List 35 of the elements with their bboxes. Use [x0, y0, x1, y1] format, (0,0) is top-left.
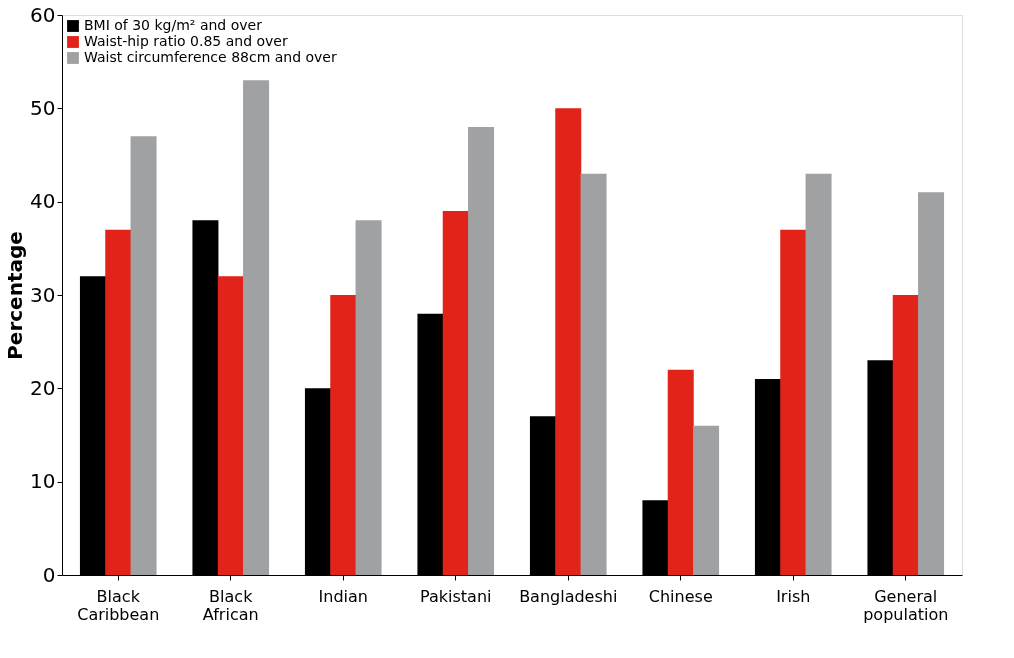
y-tick-label: 40	[30, 189, 56, 214]
y-tick-label: 60	[30, 2, 56, 27]
y-tick-label: 20	[30, 375, 56, 400]
legend-label: BMI of 30 kg/m² and over	[84, 17, 263, 33]
bar	[892, 295, 919, 575]
bar	[580, 173, 607, 575]
y-axis-title: Percentage	[3, 231, 28, 360]
bar	[217, 276, 244, 575]
x-tick-label: Indian	[318, 586, 368, 606]
y-tick-label: 30	[30, 282, 56, 307]
x-tick-label: General population	[863, 586, 949, 624]
bar	[130, 136, 157, 575]
x-tick-label: Black Caribbean	[77, 586, 160, 624]
bar	[555, 108, 582, 575]
y-tick-label: 50	[30, 95, 56, 120]
bar	[468, 127, 495, 575]
bar	[355, 220, 382, 575]
bar	[667, 369, 694, 575]
bar	[918, 192, 945, 575]
bar	[243, 80, 270, 575]
y-tick-label: 0	[42, 562, 56, 587]
legend-label: Waist circumference 88cm and over	[84, 49, 337, 65]
bar	[330, 295, 357, 575]
bar	[105, 229, 132, 575]
x-tick-label: Bangladeshi	[519, 586, 618, 606]
bar	[693, 425, 720, 575]
y-tick-label: 10	[30, 469, 56, 494]
x-tick-label: Pakistani	[420, 586, 492, 606]
bar	[442, 211, 469, 575]
x-tick-label: Irish	[776, 586, 811, 606]
x-tick-label: Chinese	[648, 586, 713, 606]
x-tick-label: Black African	[202, 586, 259, 624]
bar	[805, 173, 832, 575]
legend-label: Waist-hip ratio 0.85 and over	[84, 33, 288, 49]
bar	[780, 229, 807, 575]
